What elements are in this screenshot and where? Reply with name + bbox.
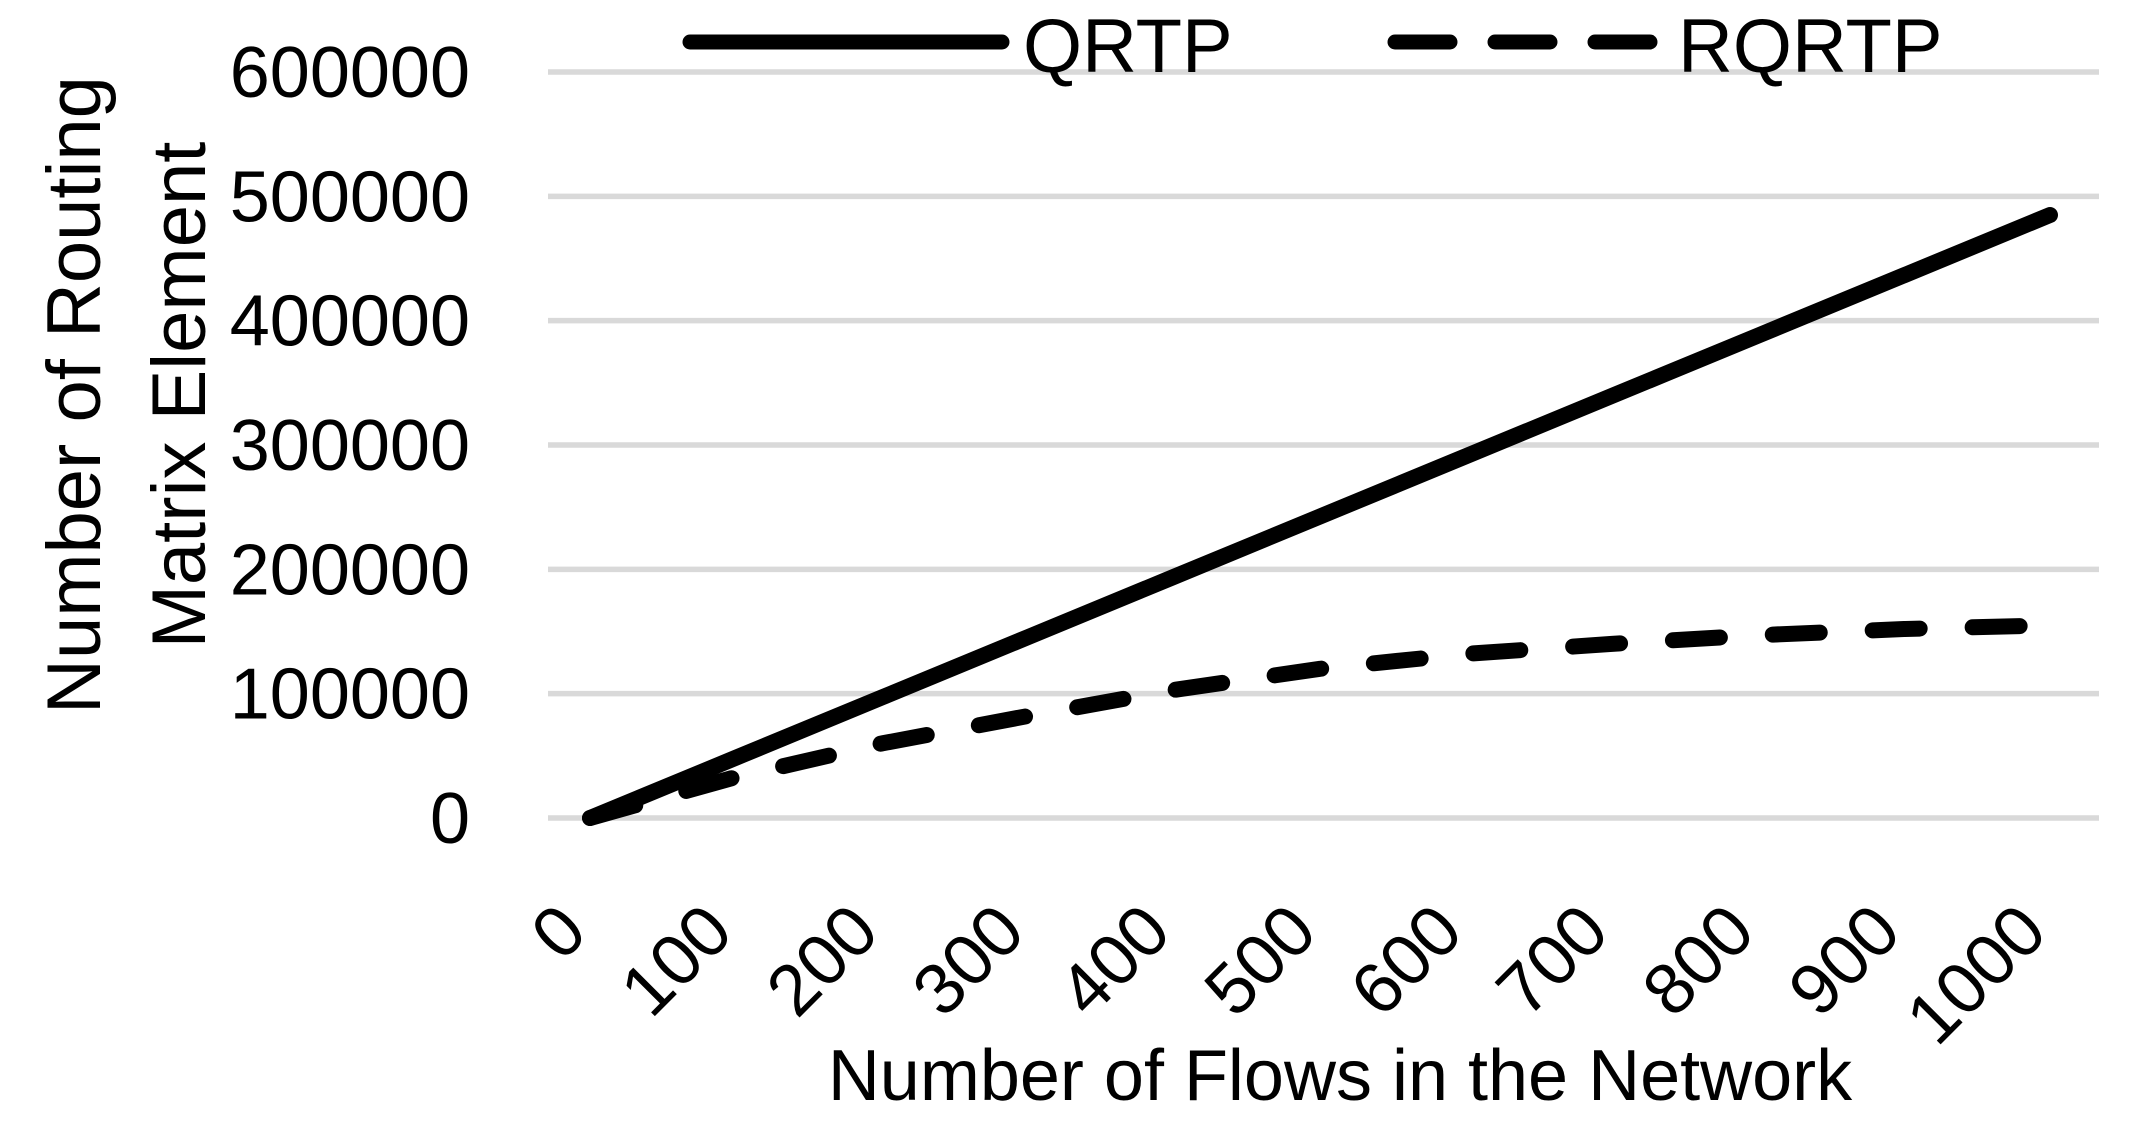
y-tick-label: 500000 <box>230 157 470 237</box>
x-tick-label: 400 <box>1044 890 1186 1032</box>
legend-item-rqrtp: RQRTP <box>1387 4 1943 89</box>
y-axis-title: Number of Routing Matrix Element <box>32 76 222 714</box>
x-tick-label: 0 <box>516 890 601 975</box>
gridlines <box>548 69 2099 821</box>
x-tick-label: 800 <box>1628 890 1770 1032</box>
legend-item-qrtp: QRTP <box>682 4 1233 89</box>
x-tick-label: 1000 <box>1891 890 2061 1060</box>
y-axis-title-line-1: Number of Routing <box>32 76 117 714</box>
series-line-qrtp <box>582 207 2058 826</box>
legend-label: QRTP <box>1023 4 1233 89</box>
y-tick-label: 100000 <box>230 655 470 735</box>
legend: QRTP RQRTP <box>682 4 1943 89</box>
y-tick-label: 400000 <box>230 282 470 362</box>
legend-label: RQRTP <box>1678 4 1943 89</box>
y-tick-label: 300000 <box>230 406 470 486</box>
x-tick-label: 500 <box>1190 890 1332 1032</box>
x-tick-label: 300 <box>898 890 1040 1032</box>
y-tick-label: 0 <box>430 779 470 859</box>
y-tick-label: 600000 <box>230 33 470 113</box>
series-line-rqrtp <box>582 617 2058 826</box>
x-tick-label: 700 <box>1482 890 1624 1032</box>
y-axis-title-line-2: Matrix Element <box>137 142 222 649</box>
plot-series <box>582 207 2058 826</box>
x-axis-title: Number of Flows in the Network <box>828 1036 1853 1116</box>
x-tick-label: 100 <box>606 890 748 1032</box>
y-axis-tick-labels: 0 100000 200000 300000 400000 500000 600000 <box>230 33 470 859</box>
y-tick-label: 200000 <box>230 530 470 610</box>
x-tick-label: 600 <box>1336 890 1478 1032</box>
x-tick-label: 900 <box>1774 890 1916 1032</box>
x-tick-label: 200 <box>752 890 894 1032</box>
